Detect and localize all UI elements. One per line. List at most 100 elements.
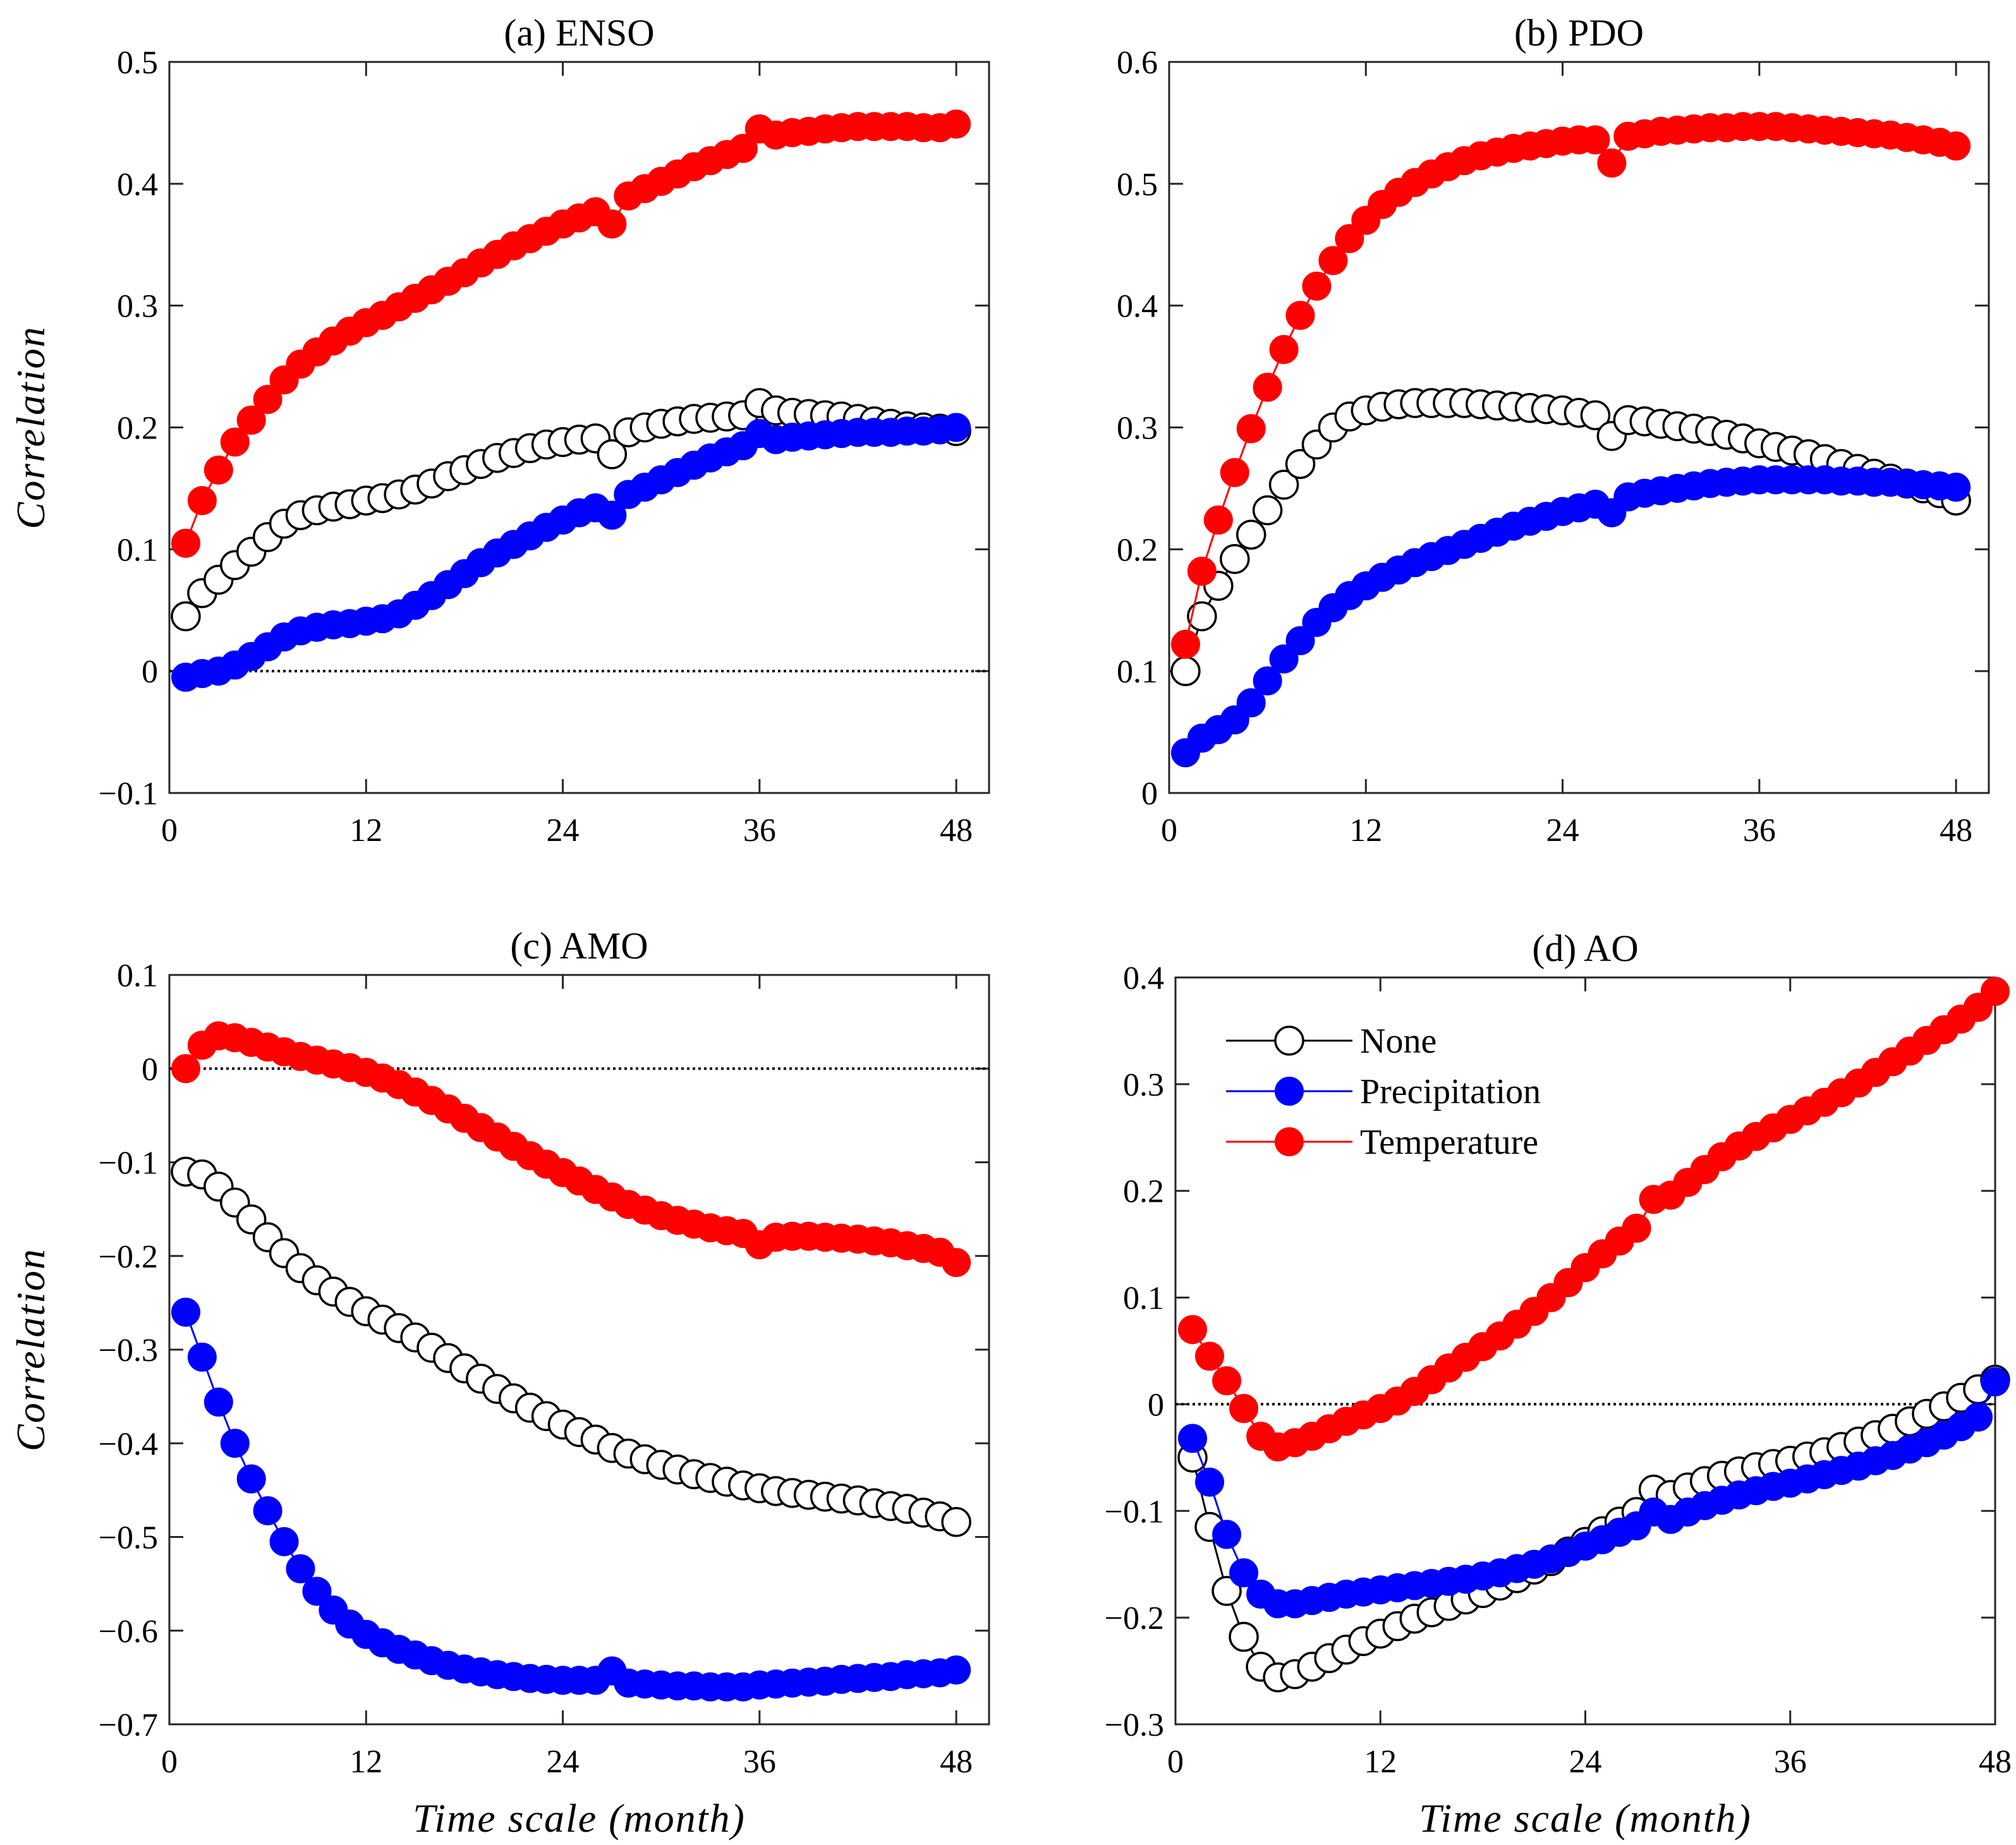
data-point: [1302, 271, 1332, 301]
y-tick-label: −0.3: [1105, 1707, 1164, 1743]
y-tick-label: −0.2: [99, 1239, 158, 1275]
data-point: [1211, 1576, 1242, 1606]
data-point: [1269, 335, 1299, 365]
data-point: [1580, 400, 1611, 430]
y-tick-label: 0.2: [1123, 1174, 1164, 1210]
legend-label: Temperature: [1360, 1123, 1538, 1162]
y-tick-label: 0.1: [117, 532, 158, 568]
data-point: [1212, 1520, 1242, 1549]
data-point: [171, 1297, 200, 1327]
y-tick-label: 0.5: [1117, 167, 1158, 203]
data-point: [597, 439, 628, 469]
data-point: [942, 1655, 971, 1685]
series-precipitation: [171, 413, 971, 692]
x-tick-label: 48: [1940, 813, 1972, 849]
series-temperature: [171, 1021, 971, 1278]
x-tick-label: 24: [1569, 1744, 1602, 1780]
data-point: [220, 1429, 250, 1458]
x-tick-label: 36: [743, 1744, 776, 1780]
y-tick-label: 0: [1148, 1387, 1164, 1423]
panel-2: −0.7 −0.6 −0.5 −0.4 −0.3 −0.2 −0.1 0 0.1 0 12 24 36 4…: [8, 925, 990, 1841]
axes-box: [168, 974, 990, 1726]
data-point: [1597, 148, 1627, 178]
y-tick-label: −0.1: [99, 1146, 158, 1182]
data-point: [1187, 601, 1217, 632]
data-point: [1285, 626, 1315, 655]
data-point: [1203, 505, 1233, 535]
data-point: [942, 109, 971, 139]
data-point: [1178, 1424, 1208, 1453]
y-tick-label: −0.1: [99, 776, 158, 812]
y-tick-label: 0: [1141, 776, 1158, 812]
y-tick-label: 0: [142, 1051, 158, 1087]
y-tick-label: −0.4: [99, 1426, 158, 1462]
series-line: [1191, 1381, 1996, 1605]
data-point: [171, 528, 200, 558]
x-tick-label: 24: [1546, 813, 1579, 849]
data-point: [269, 1527, 299, 1556]
data-point: [941, 1507, 971, 1537]
data-point: [1220, 544, 1250, 574]
x-tick-label: 0: [161, 813, 178, 849]
panel-title: (c) AMO: [510, 925, 648, 967]
data-point: [1195, 1341, 1225, 1371]
y-tick-label: −0.1: [1105, 1494, 1164, 1530]
data-point: [1236, 519, 1266, 550]
data-point: [1253, 372, 1282, 402]
y-tick-label: 0.4: [1117, 289, 1158, 325]
series-temperature: [171, 109, 971, 558]
y-tick-label: 0.1: [117, 958, 158, 994]
data-point: [1285, 449, 1316, 480]
data-point: [1229, 1621, 1259, 1652]
data-point: [728, 133, 758, 163]
series-none: [171, 1156, 971, 1537]
data-point: [1170, 656, 1201, 686]
data-point: [942, 413, 971, 442]
panel-title: (b) PDO: [1514, 12, 1644, 54]
data-point: [1178, 1315, 1208, 1345]
x-tick-label: 0: [161, 1744, 178, 1780]
legend-label: None: [1360, 1022, 1436, 1061]
y-tick-label: 0.6: [1117, 45, 1158, 81]
panel-1: 0 0.1 0.2 0.3 0.4 0.5 0.6 0 12 24 36 48 (b) PDO: [1117, 12, 1990, 849]
data-point: [942, 1248, 971, 1278]
data-point: [1318, 246, 1348, 275]
data-point: [236, 1464, 266, 1494]
y-tick-label: 0.1: [1117, 654, 1158, 690]
data-point: [187, 1342, 217, 1372]
data-point: [220, 427, 250, 457]
y-tick-label: 0.2: [117, 411, 158, 447]
y-tick-label: 0: [142, 654, 158, 690]
data-point: [1252, 495, 1283, 526]
data-point: [1335, 224, 1364, 253]
series-precipitation: [1170, 465, 1971, 768]
legend-marker: [1275, 1127, 1304, 1156]
data-point: [236, 405, 266, 435]
data-point: [1229, 1558, 1259, 1588]
y-tick-label: −0.3: [99, 1333, 158, 1369]
data-point: [1581, 125, 1610, 155]
panel-0: −0.100.10.20.30.40.50 12 24 36 48(a) ENSOCor…: [8, 12, 990, 849]
x-tick-label: 48: [1979, 1744, 2012, 1780]
x-tick-label: 0: [1167, 1744, 1184, 1780]
data-point: [171, 1054, 200, 1084]
x-tick-label: 24: [547, 813, 580, 849]
panel-3: −0.3 −0.2 −0.1 0 0.1 0.2 0.3 0.4 0 12 24 36 48 (d) AO…: [1105, 928, 2012, 1841]
data-point: [1229, 1394, 1259, 1424]
y-tick-label: 0.1: [1123, 1281, 1164, 1317]
data-point: [1212, 1366, 1242, 1396]
panel-title: (a) ENSO: [504, 12, 654, 54]
x-axis-label: Time scale (month): [1419, 1796, 1752, 1841]
y-tick-label: 0.3: [117, 289, 158, 325]
data-point: [1285, 301, 1315, 330]
y-tick-label: 0.5: [117, 45, 158, 81]
data-point: [1981, 1367, 2010, 1396]
data-point: [1236, 688, 1266, 718]
data-point: [1253, 666, 1282, 696]
y-tick-label: 0.2: [1117, 532, 1158, 568]
data-point: [253, 385, 282, 414]
x-tick-label: 12: [349, 1744, 382, 1780]
series-temperature: [1178, 976, 2010, 1461]
x-tick-label: 12: [1349, 813, 1382, 849]
